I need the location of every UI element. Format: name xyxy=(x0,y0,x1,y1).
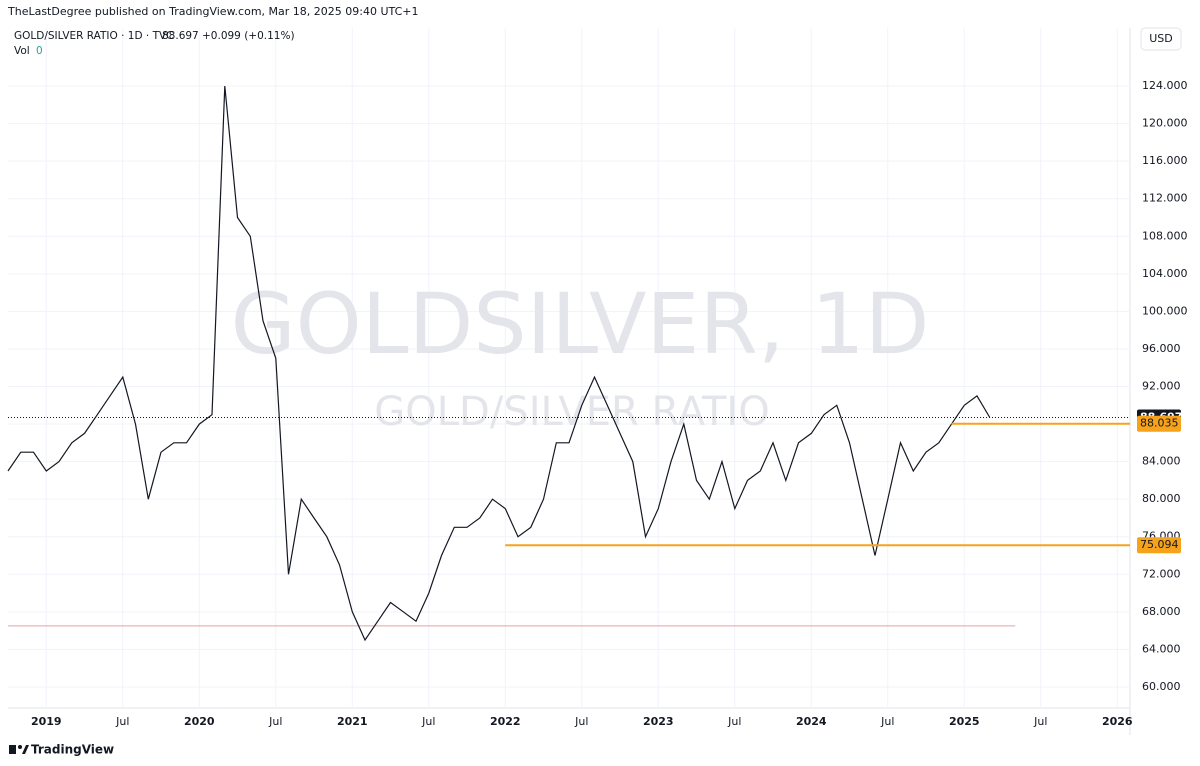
level-box xyxy=(1137,537,1181,554)
y-tick-label: 92.000 xyxy=(1142,379,1181,392)
x-tick-label: 2019 xyxy=(31,715,62,728)
x-tick-label: 2021 xyxy=(337,715,368,728)
last: 88.697 xyxy=(162,30,199,42)
y-tick-label: 116.000 xyxy=(1142,154,1188,167)
publisher: TheLastDegree published on TradingView.c… xyxy=(7,5,419,18)
x-tick-label: Jul xyxy=(115,715,129,728)
y-tick-label: 96.000 xyxy=(1142,342,1181,355)
y-tick-label: 72.000 xyxy=(1142,567,1181,580)
x-tick-label: Jul xyxy=(421,715,435,728)
level-label: 88.035 xyxy=(1140,417,1179,430)
x-tick-label: 2025 xyxy=(949,715,980,728)
vol-label: Vol xyxy=(14,45,30,57)
currency-button[interactable] xyxy=(1140,27,1182,51)
x-tick-label: 2023 xyxy=(643,715,674,728)
level-box xyxy=(1137,415,1181,432)
x-tick-label: Jul xyxy=(880,715,894,728)
y-tick-label: 120.000 xyxy=(1142,117,1188,130)
y-tick-label: 64.000 xyxy=(1142,642,1181,655)
y-tick-label: 108.000 xyxy=(1142,229,1188,242)
x-tick-label: 2022 xyxy=(490,715,521,728)
currency[interactable]: USD xyxy=(1149,32,1173,45)
x-tick-label: Jul xyxy=(727,715,741,728)
brand: TradingView xyxy=(31,743,114,757)
price-line xyxy=(7,85,991,642)
y-tick-label: 80.000 xyxy=(1142,492,1181,505)
x-tick-label: 2026 xyxy=(1102,715,1133,728)
symbol: GOLD/SILVER RATIO · 1D · TVC xyxy=(14,30,174,42)
y-tick-label: 124.000 xyxy=(1142,79,1188,92)
vol-value: 0 xyxy=(36,45,43,57)
y-tick-label: 84.000 xyxy=(1142,455,1181,468)
brand-logo xyxy=(9,745,29,754)
y-tick-label: 112.000 xyxy=(1142,192,1188,205)
watermark-main: GOLDSILVER, 1D xyxy=(231,275,930,373)
y-tick-label: 100.000 xyxy=(1142,304,1188,317)
x-tick-label: 2020 xyxy=(184,715,215,728)
y-tick-label: 104.000 xyxy=(1142,267,1188,280)
x-tick-label: Jul xyxy=(268,715,282,728)
x-tick-label: 2024 xyxy=(796,715,827,728)
watermark-sub: GOLD/SILVER RATIO xyxy=(374,389,769,435)
x-tick-label: Jul xyxy=(1033,715,1047,728)
x-tick-label: Jul xyxy=(574,715,588,728)
level-label: 75.094 xyxy=(1140,538,1179,551)
change: +0.099 (+0.11%) xyxy=(202,30,295,42)
y-tick-label: 60.000 xyxy=(1142,680,1181,693)
y-tick-label: 68.000 xyxy=(1142,605,1181,618)
